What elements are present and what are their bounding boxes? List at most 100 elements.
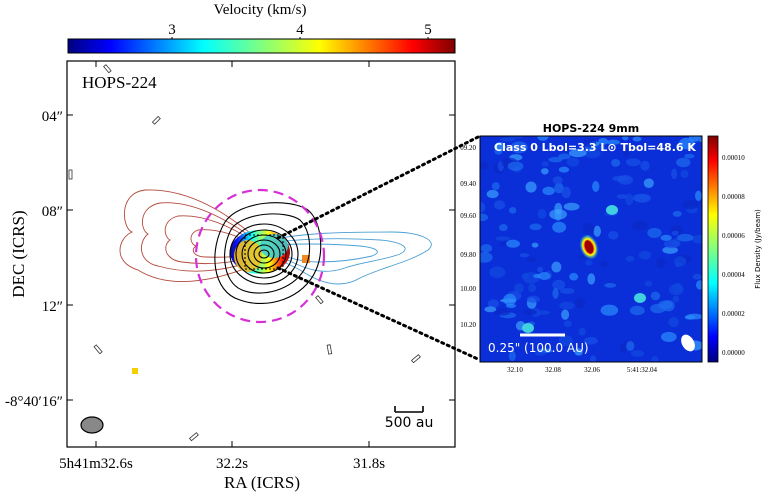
velocity-colorbar-label: Velocity (km/s) bbox=[214, 2, 307, 18]
noise-blob bbox=[582, 222, 595, 235]
velocity-colorbar bbox=[67, 38, 456, 54]
noise-blob bbox=[529, 223, 542, 231]
noise-blob bbox=[558, 335, 573, 347]
ra-axis-label: RA (ICRS) bbox=[224, 473, 300, 492]
noise-blob bbox=[540, 168, 549, 175]
noise-blob bbox=[507, 161, 524, 171]
noise-blob bbox=[660, 331, 677, 342]
noise-blob bbox=[484, 306, 497, 313]
noise-blob bbox=[583, 337, 598, 345]
inset-title: HOPS-224 9mm bbox=[543, 122, 639, 135]
noise-blob bbox=[486, 189, 499, 199]
noise-blob bbox=[495, 236, 511, 241]
noise-blob bbox=[561, 309, 570, 320]
noise-blob bbox=[671, 230, 679, 236]
flux-tick: 0.00004 bbox=[722, 271, 745, 279]
zoom-line-bottom bbox=[276, 266, 482, 362]
noise-blob bbox=[695, 190, 702, 201]
noise-blob bbox=[537, 136, 549, 141]
noise-blob bbox=[541, 161, 549, 167]
velocity-tick-5: 5 bbox=[424, 22, 432, 38]
noise-blob bbox=[672, 210, 682, 217]
beam-ellipse bbox=[80, 416, 104, 434]
noise-blob bbox=[489, 266, 506, 279]
noise-blob bbox=[508, 350, 516, 362]
noise-blob bbox=[672, 295, 680, 303]
scale-bar-label: 500 au bbox=[385, 415, 434, 431]
noise-blob bbox=[622, 136, 629, 141]
noise-blob bbox=[522, 323, 534, 333]
noise-blob bbox=[634, 293, 646, 303]
noise-blob bbox=[593, 225, 601, 237]
noise-blob bbox=[684, 153, 695, 159]
noise-blob bbox=[538, 272, 551, 280]
noise-blob bbox=[480, 252, 493, 263]
noise-blob bbox=[612, 175, 630, 182]
noise-blob bbox=[632, 136, 642, 142]
noise-blob bbox=[585, 259, 593, 266]
noise-blob bbox=[598, 138, 609, 145]
noise-blob bbox=[632, 193, 650, 202]
scale-bar bbox=[394, 406, 424, 413]
noise-blob bbox=[480, 161, 489, 170]
noise-blob bbox=[668, 283, 684, 296]
noise-blob bbox=[533, 273, 541, 279]
inset-beam bbox=[681, 334, 695, 352]
noise-blob bbox=[487, 299, 500, 308]
noise-blob bbox=[671, 168, 678, 180]
flux-tick: 0.00002 bbox=[722, 310, 745, 318]
noise-blob bbox=[559, 287, 575, 295]
noise-blob bbox=[568, 148, 587, 158]
noise-blob bbox=[604, 282, 617, 288]
inset-ytick: 09.60 bbox=[460, 212, 476, 220]
noise-blob bbox=[626, 341, 635, 352]
noise-blob bbox=[559, 301, 575, 310]
noise-blob bbox=[584, 149, 601, 159]
noise-blob bbox=[552, 221, 567, 233]
noise-blob bbox=[519, 253, 530, 258]
flux-tick: 0.00010 bbox=[722, 154, 745, 162]
inset-ytick: 09.20 bbox=[460, 144, 476, 152]
noise-blob bbox=[643, 178, 654, 189]
noise-blob bbox=[673, 256, 687, 267]
inset-xtick: 32.06 bbox=[584, 366, 600, 374]
noise-blob bbox=[685, 313, 702, 320]
ra-tick-32-6: 5h41m32.6s bbox=[59, 456, 133, 472]
noise-blob bbox=[625, 158, 641, 167]
noise-blob bbox=[494, 200, 506, 210]
noise-blob bbox=[554, 182, 564, 194]
noise-blob bbox=[491, 182, 500, 191]
noise-blob bbox=[660, 234, 672, 241]
noise-blob bbox=[647, 227, 662, 238]
noise-blob bbox=[587, 273, 596, 285]
noise-blob bbox=[608, 231, 619, 240]
inset-xtick: 32.08 bbox=[545, 366, 561, 374]
continuum-contours bbox=[214, 202, 322, 304]
noise-blob bbox=[644, 280, 653, 287]
noise-blob bbox=[638, 250, 652, 260]
noise-blob bbox=[528, 283, 537, 293]
dec-tick-04: 04″ bbox=[42, 109, 63, 125]
noise-blob bbox=[558, 166, 570, 173]
velocity-tick-4: 4 bbox=[296, 22, 304, 38]
noise-blob bbox=[594, 145, 606, 151]
noise-blob bbox=[526, 295, 541, 303]
noise-blob bbox=[480, 213, 489, 222]
noise-blob bbox=[499, 137, 516, 142]
noise-blob bbox=[677, 233, 694, 242]
noise-blob bbox=[656, 257, 666, 269]
noise-blob bbox=[682, 199, 700, 210]
noise-blob bbox=[651, 356, 659, 362]
flux-tick: 0.00006 bbox=[722, 232, 745, 240]
noise-blob bbox=[574, 348, 583, 356]
noise-blob bbox=[650, 291, 661, 301]
noise-blob bbox=[509, 136, 524, 139]
noise-blob bbox=[552, 176, 563, 185]
noise-blob bbox=[521, 272, 529, 280]
noise-blob bbox=[606, 139, 621, 145]
noise-blob bbox=[680, 169, 689, 178]
flux-tick: 0.00008 bbox=[722, 193, 745, 201]
noise-blob bbox=[508, 207, 517, 214]
